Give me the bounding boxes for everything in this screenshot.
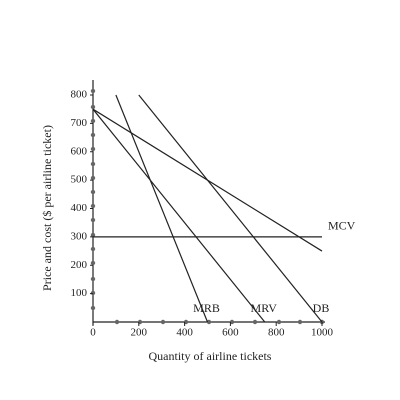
y-axis-label: Price and cost ($ per airline ticket) xyxy=(40,125,54,291)
y-tick-label: 500 xyxy=(71,174,88,186)
y-tick-label: 200 xyxy=(71,259,88,271)
x-tick-label: 200 xyxy=(131,327,148,339)
y-tick-label: 100 xyxy=(71,287,88,299)
y-tick-label: 400 xyxy=(71,202,88,214)
x-tick-label: 400 xyxy=(176,327,193,339)
y-tick-label: 300 xyxy=(71,230,88,242)
x-tick-label: 0 xyxy=(90,327,96,339)
x-tick-label: 800 xyxy=(268,327,285,339)
line-label: MCV xyxy=(328,219,356,233)
x-tick-label: 600 xyxy=(222,327,239,339)
line-label: DB xyxy=(313,301,330,315)
line xyxy=(138,94,323,323)
y-tick-label: 600 xyxy=(71,145,88,157)
y-tick-label: 800 xyxy=(71,89,88,101)
y-tick-label: 700 xyxy=(71,117,88,129)
x-tick-label: 1000 xyxy=(311,327,334,339)
line-label: MRV xyxy=(251,301,278,315)
line xyxy=(115,94,209,323)
line-label: MRB xyxy=(193,301,220,315)
line xyxy=(92,108,266,323)
axis-dots xyxy=(90,88,325,325)
x-axis-label: Quantity of airline tickets xyxy=(149,349,272,363)
